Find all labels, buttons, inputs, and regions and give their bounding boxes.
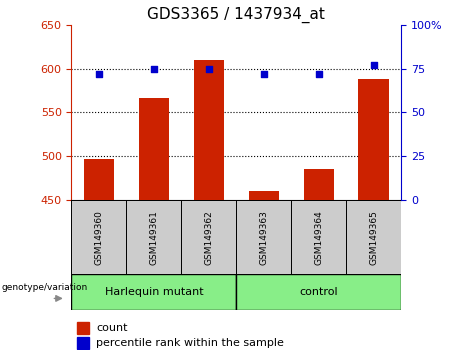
Text: GSM149361: GSM149361: [149, 210, 159, 265]
Bar: [126, 200, 181, 274]
Bar: [181, 200, 236, 274]
Point: [315, 71, 322, 77]
Text: percentile rank within the sample: percentile rank within the sample: [96, 338, 284, 348]
Bar: [236, 200, 291, 274]
Bar: [77, 337, 89, 349]
Text: GSM149365: GSM149365: [369, 210, 378, 265]
Point: [205, 66, 213, 72]
Bar: [77, 322, 89, 333]
Bar: [346, 200, 401, 274]
Point: [95, 71, 103, 77]
Bar: [194, 60, 224, 200]
Bar: [139, 97, 169, 200]
Bar: [248, 191, 279, 200]
Text: control: control: [299, 287, 338, 297]
Text: GSM149364: GSM149364: [314, 210, 323, 264]
Point: [260, 71, 267, 77]
Text: count: count: [96, 323, 128, 333]
Text: GSM149362: GSM149362: [204, 210, 213, 264]
Bar: [359, 79, 389, 200]
Text: Harlequin mutant: Harlequin mutant: [105, 287, 203, 297]
Point: [150, 66, 158, 72]
Text: GSM149360: GSM149360: [95, 210, 103, 265]
Bar: [291, 200, 346, 274]
Text: GSM149363: GSM149363: [259, 210, 268, 265]
Point: [370, 62, 377, 68]
Bar: [71, 274, 236, 310]
Title: GDS3365 / 1437934_at: GDS3365 / 1437934_at: [148, 7, 325, 23]
Bar: [303, 169, 334, 200]
Bar: [71, 200, 126, 274]
Bar: [236, 274, 401, 310]
Text: genotype/variation: genotype/variation: [1, 283, 88, 292]
Bar: [84, 159, 114, 200]
